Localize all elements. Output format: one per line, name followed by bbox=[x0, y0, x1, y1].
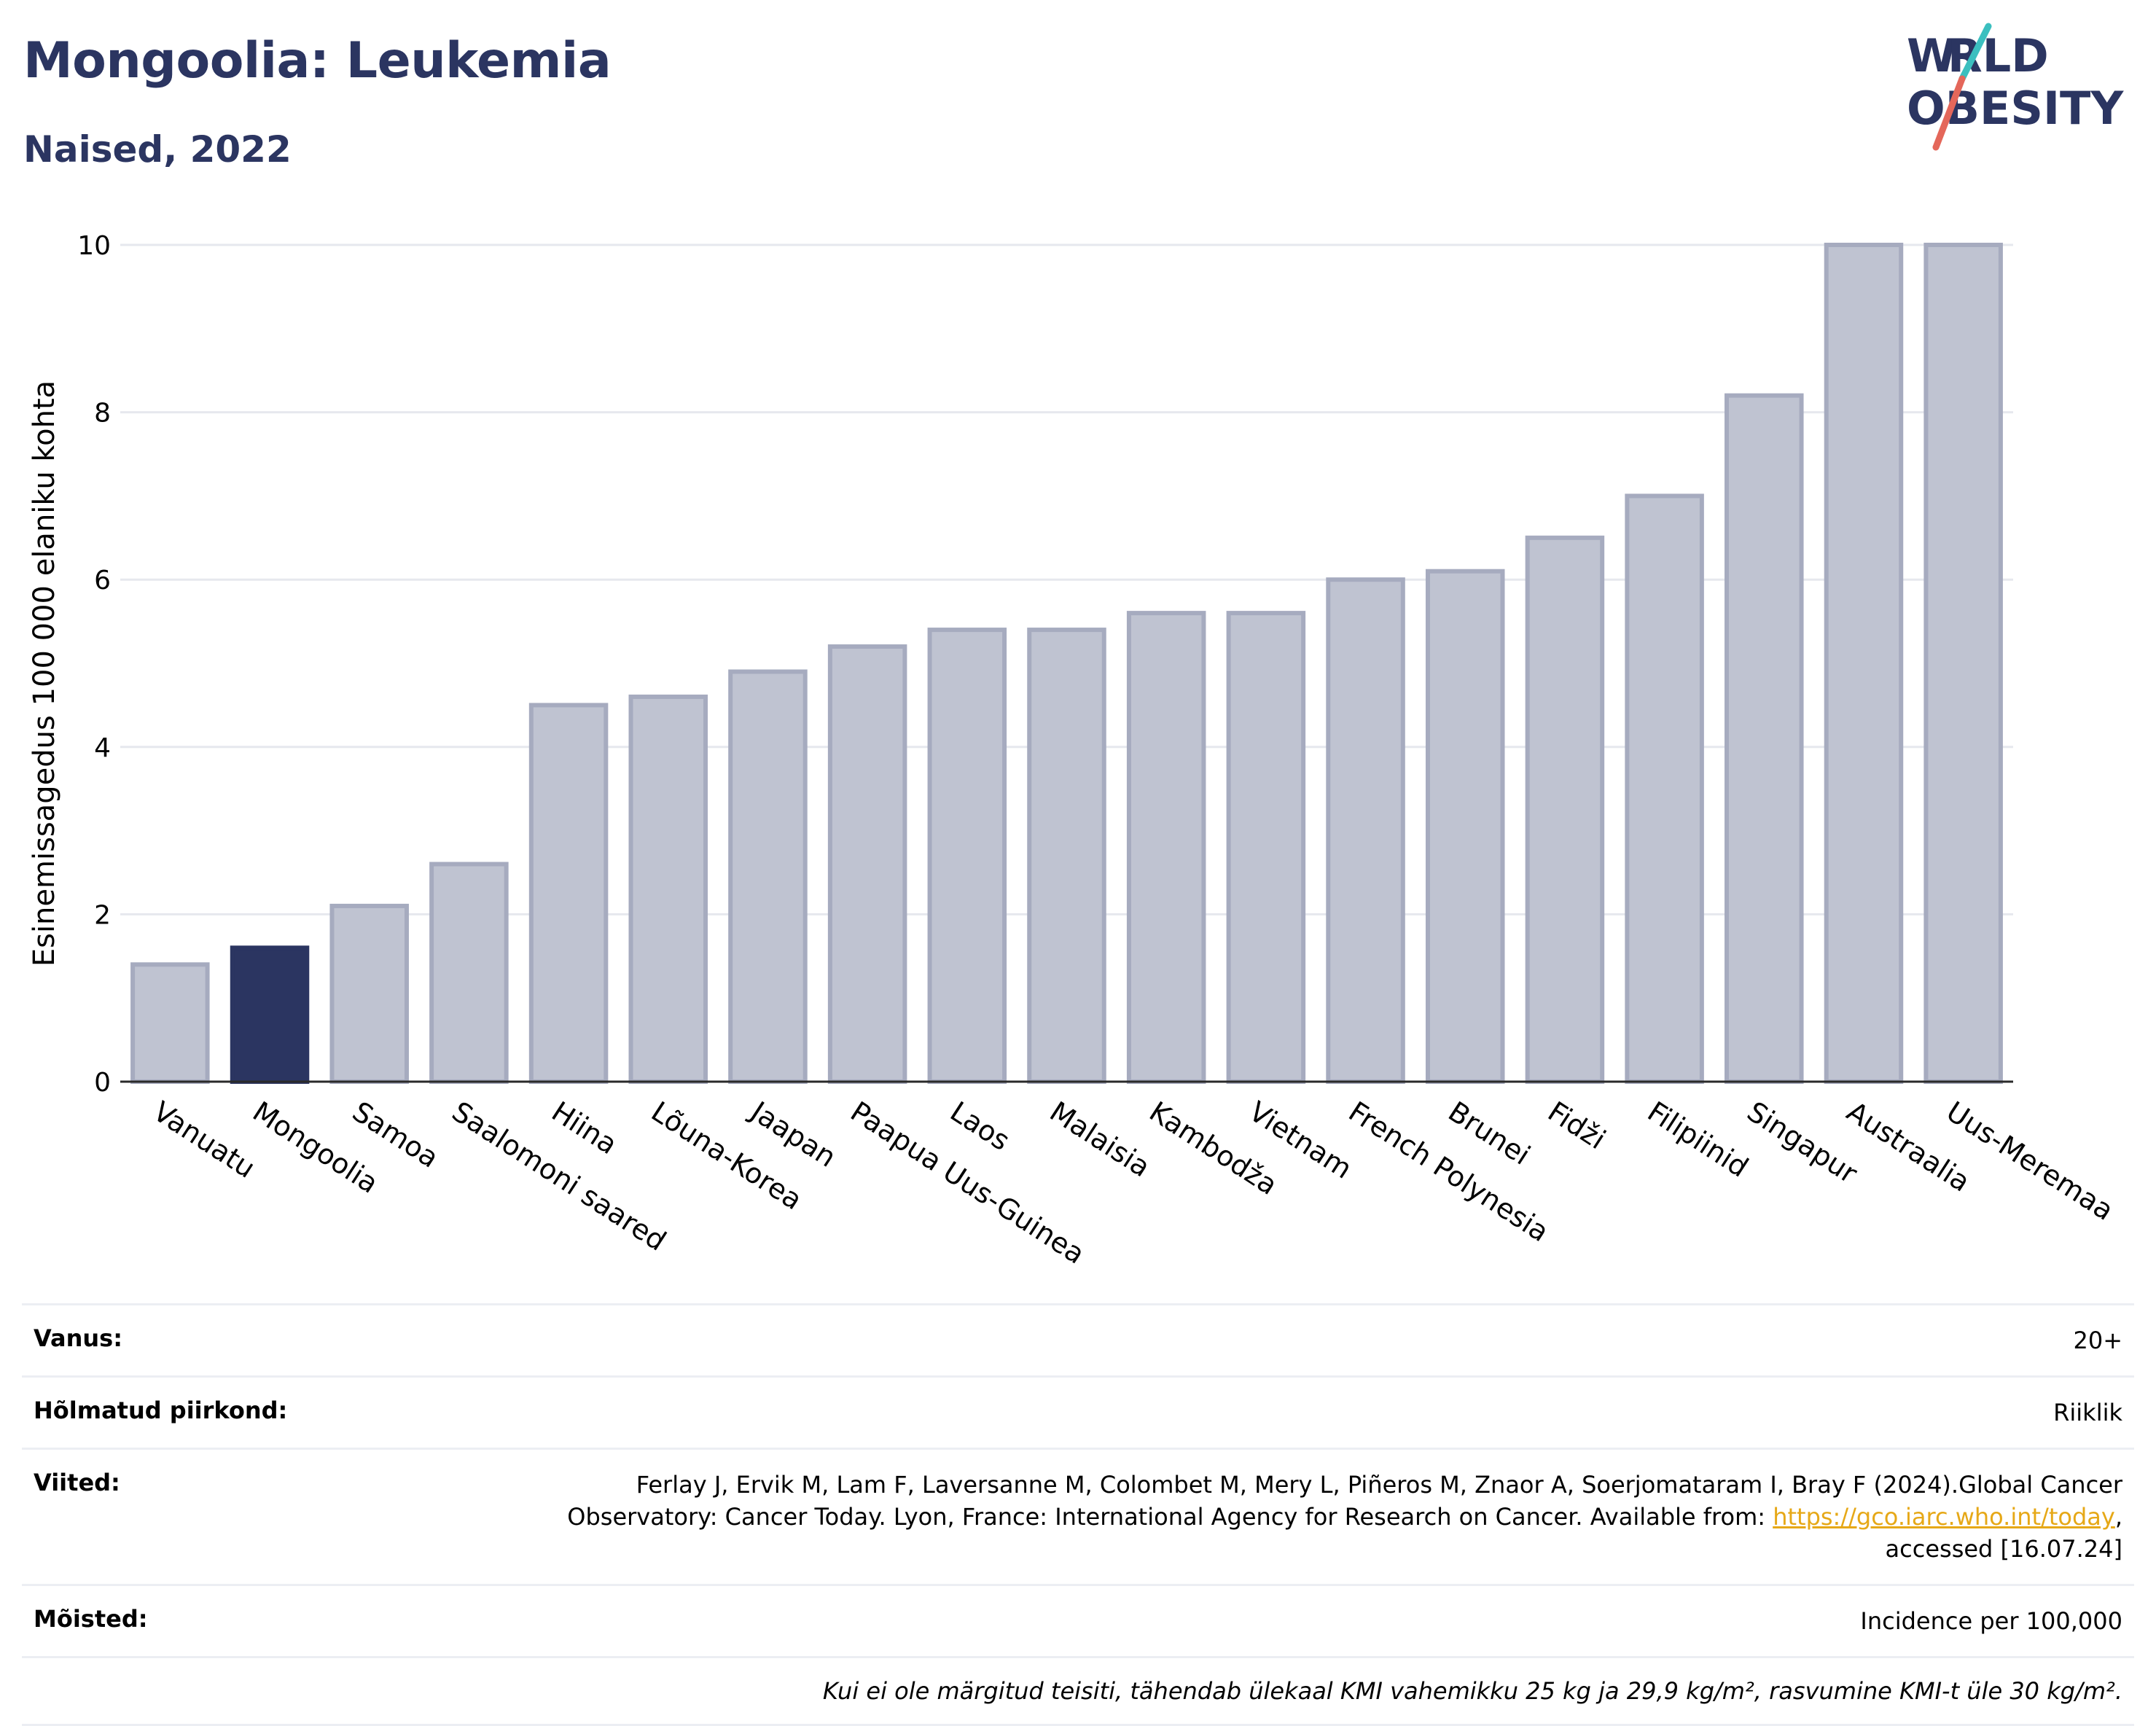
region-label: Hõlmatud piirkond: bbox=[34, 1397, 288, 1424]
svg-text:W: W bbox=[1907, 29, 1956, 82]
x-category-label: Hiina bbox=[546, 1096, 622, 1161]
bar-saalomoni-saared bbox=[429, 862, 509, 1085]
bmi-note: Kui ei ole märgitud teisiti, tähendab ül… bbox=[822, 1677, 2122, 1705]
references-link[interactable]: https://gco.iarc.who.int/today bbox=[1773, 1503, 2115, 1531]
y-tick-labels: 0 2 4 6 8 10 bbox=[77, 231, 111, 1098]
x-category-label: Vanuatu bbox=[147, 1096, 260, 1184]
bar-mongoolia bbox=[230, 945, 310, 1084]
bar-filipiinid bbox=[1625, 493, 1704, 1084]
info-table: Vanus: 20+ Hõlmatud piirkond: Riiklik Vi… bbox=[22, 1303, 2134, 1726]
bar-hiina bbox=[528, 703, 609, 1084]
y-tick-label: 0 bbox=[94, 1068, 111, 1098]
world-obesity-logo: W RLD OBESITY bbox=[1907, 23, 2124, 151]
bar-austraalia bbox=[1824, 243, 1904, 1084]
references-label: Viited: bbox=[34, 1469, 120, 1496]
info-row-references: Viited: Ferlay J, Ervik M, Lam F, Lavers… bbox=[22, 1448, 2134, 1584]
x-category-label: Malaisia bbox=[1044, 1096, 1156, 1184]
references-line-2: Observatory: Cancer Today. Lyon, France:… bbox=[567, 1503, 1773, 1531]
age-label: Vanus: bbox=[34, 1324, 123, 1352]
info-row-definitions: Mõisted: Incidence per 100,000 bbox=[22, 1584, 2134, 1656]
page-title: Mongoolia: Leukemia bbox=[23, 32, 612, 90]
bar-malaisia bbox=[1027, 628, 1106, 1084]
y-tick-label: 2 bbox=[94, 900, 111, 930]
y-tick-label: 8 bbox=[94, 399, 111, 429]
bar-singapur bbox=[1725, 393, 1804, 1084]
region-value: Riiklik bbox=[2053, 1399, 2122, 1426]
y-tick-label: 6 bbox=[94, 566, 111, 595]
definitions-label: Mõisted: bbox=[34, 1605, 148, 1633]
bar-laos bbox=[927, 628, 1007, 1084]
bar-jaapan bbox=[728, 669, 808, 1084]
references-line-1: Ferlay J, Ervik M, Lam F, Laversanne M, … bbox=[636, 1471, 2122, 1499]
bar-vietnam bbox=[1226, 611, 1306, 1084]
bar-lõuna-korea bbox=[628, 694, 708, 1084]
bar-samoa bbox=[329, 903, 409, 1085]
y-axis-label: Esinemissagedus 100 000 elaniku kohta bbox=[28, 380, 61, 967]
bar-kambodža bbox=[1126, 611, 1206, 1084]
bar-fidži bbox=[1525, 535, 1605, 1084]
bar-paapua-uus-guinea bbox=[827, 644, 907, 1084]
x-category-label: Filipiinid bbox=[1642, 1096, 1754, 1184]
age-value: 20+ bbox=[2073, 1327, 2122, 1354]
y-tick-label: 4 bbox=[94, 733, 111, 763]
bar-brunei bbox=[1425, 569, 1505, 1084]
bar-vanuatu bbox=[130, 962, 210, 1085]
info-row-note: Kui ei ole märgitud teisiti, tähendab ül… bbox=[22, 1656, 2134, 1726]
references-line-2-end: , bbox=[2114, 1503, 2122, 1531]
definitions-value: Incidence per 100,000 bbox=[1860, 1607, 2122, 1635]
x-category-label: Fidži bbox=[1542, 1096, 1612, 1156]
info-row-region: Hõlmatud piirkond: Riiklik bbox=[22, 1375, 2134, 1448]
bars bbox=[130, 243, 2003, 1085]
bar-uus-meremaa bbox=[1923, 243, 2003, 1084]
x-category-label: Singapur bbox=[1741, 1096, 1863, 1190]
references-line-3: accessed [16.07.24] bbox=[1885, 1535, 2122, 1563]
x-category-label: Laos bbox=[945, 1096, 1015, 1157]
page-subtitle: Naised, 2022 bbox=[23, 128, 292, 171]
bar-french-polynesia bbox=[1326, 577, 1405, 1084]
y-tick-label: 10 bbox=[77, 231, 111, 261]
references-value: Ferlay J, Ervik M, Lam F, Laversanne M, … bbox=[567, 1469, 2122, 1565]
x-category-label: Uus-Meremaa bbox=[1941, 1096, 2120, 1227]
info-row-age: Vanus: 20+ bbox=[22, 1303, 2134, 1375]
